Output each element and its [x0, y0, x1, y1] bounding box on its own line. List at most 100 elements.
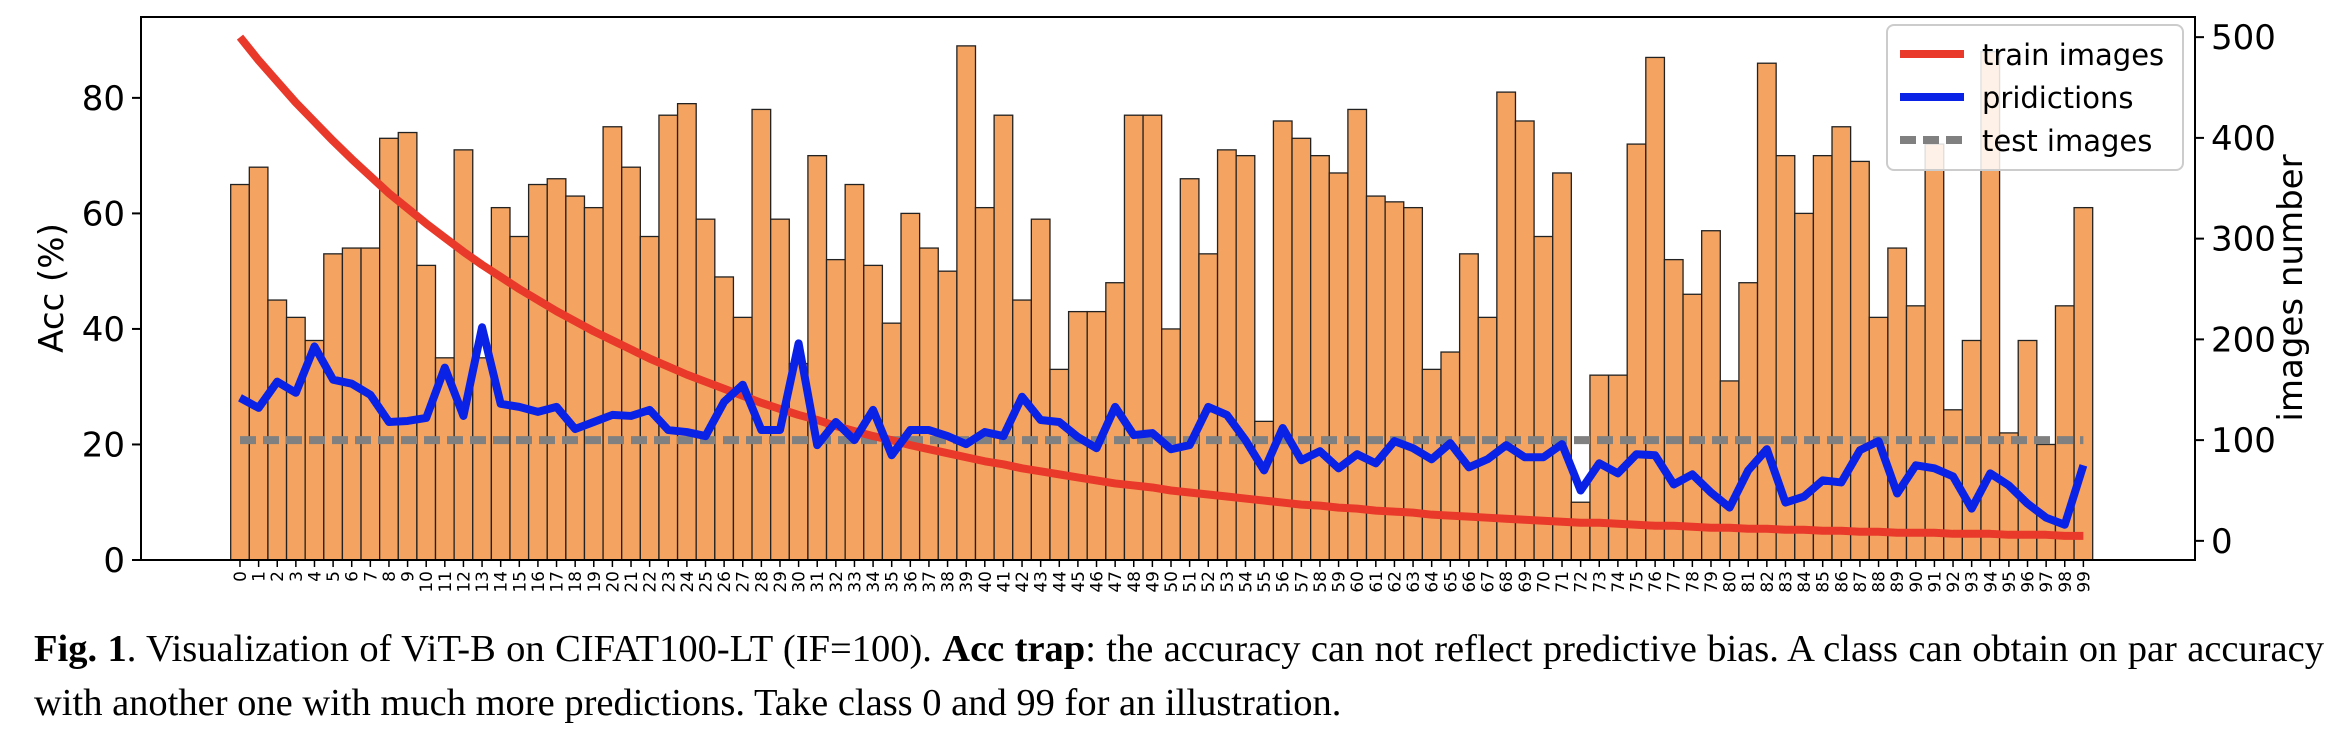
x-tick-label: 34 — [864, 571, 884, 593]
x-tick-label: 22 — [641, 571, 661, 593]
x-tick-label: 94 — [1981, 571, 2001, 593]
x-tick-label: 69 — [1516, 571, 1536, 593]
x-tick-label: 26 — [715, 571, 735, 593]
caption-fig-label: Fig. 1 — [34, 628, 127, 670]
line-pridictions — [238, 323, 2088, 529]
bar-class-81 — [1738, 282, 1759, 561]
x-tick-label: 83 — [1776, 571, 1796, 593]
bar-class-19 — [583, 206, 604, 561]
x-tick-label: 24 — [678, 571, 698, 593]
bar-class-16 — [527, 183, 548, 561]
bar-class-99 — [2073, 206, 2094, 561]
x-tick-label: 0 — [231, 571, 251, 582]
bar-class-0 — [230, 183, 250, 561]
bar-class-33 — [844, 183, 865, 561]
x-tick-label: 74 — [1609, 571, 1629, 593]
x-tick-label: 95 — [2000, 571, 2020, 593]
x-tick-label: 18 — [566, 571, 586, 593]
x-tick-label: 96 — [2019, 571, 2039, 593]
bar-class-39 — [956, 45, 977, 561]
x-tick-label: 11 — [436, 571, 456, 593]
bar-class-22 — [639, 235, 660, 561]
bar-class-78 — [1682, 293, 1703, 561]
y-tick-label: 60 — [82, 194, 125, 234]
x-tick-label: 33 — [845, 571, 865, 593]
x-tick-label: 41 — [994, 571, 1014, 593]
bar-class-72 — [1570, 501, 1591, 561]
bar-class-80 — [1719, 380, 1740, 561]
legend-box — [1886, 24, 2184, 171]
x-tick-label: 7 — [361, 571, 381, 582]
x-tick-label: 62 — [1385, 571, 1405, 593]
x-tick-label: 47 — [1106, 571, 1126, 593]
y-tick-label: 80 — [82, 79, 125, 119]
x-tick-label: 20 — [603, 571, 623, 593]
bar-class-40 — [974, 206, 995, 561]
bar-class-64 — [1421, 368, 1442, 561]
x-tick-label: 8 — [380, 571, 400, 582]
x-tick-label: 78 — [1683, 571, 1703, 593]
bar-class-1 — [248, 166, 269, 561]
caption-text-2: : the accuracy can not reflect predictiv… — [34, 628, 2324, 724]
bar-class-82 — [1756, 62, 1777, 561]
x-tick-label: 98 — [2056, 571, 2076, 593]
bar-class-61 — [1365, 195, 1386, 561]
x-tick-label: 82 — [1758, 571, 1778, 593]
x-tick-label: 54 — [1236, 571, 1256, 593]
bar-class-68 — [1496, 91, 1517, 561]
bar-class-96 — [2017, 339, 2038, 561]
x-tick-label: 75 — [1628, 571, 1648, 593]
x-tick-label: 38 — [939, 571, 959, 593]
x-tick-label: 86 — [1832, 571, 1852, 593]
bar-class-59 — [1328, 172, 1349, 561]
x-tick-label: 48 — [1125, 571, 1145, 593]
x-tick-label: 59 — [1330, 571, 1350, 593]
y2-tick-label: 0 — [2211, 522, 2233, 562]
x-tick-label: 79 — [1702, 571, 1722, 593]
bar-class-2 — [267, 299, 288, 561]
bar-class-17 — [546, 178, 567, 561]
bar-class-85 — [1812, 154, 1833, 561]
bar-class-57 — [1291, 137, 1312, 561]
y2-tick-label: 300 — [2211, 220, 2276, 260]
x-tick-label: 89 — [1888, 571, 1908, 593]
y-axis-left: 0 20 40 60 80 — [82, 79, 141, 581]
x-tick-label: 27 — [734, 571, 754, 593]
legend-label-pridictions: pridictions — [1982, 81, 2133, 115]
x-tick-label: 2 — [268, 571, 288, 582]
line-series — [236, 34, 2088, 540]
bar-class-21 — [621, 166, 641, 561]
x-tick-label: 6 — [343, 571, 363, 582]
legend: train images pridictions test images — [1886, 24, 2184, 171]
bar-class-62 — [1384, 201, 1405, 561]
bar-class-9 — [397, 131, 418, 561]
x-tick-label: 35 — [883, 571, 903, 593]
x-tick-label: 73 — [1590, 571, 1610, 593]
x-tick-label: 64 — [1423, 571, 1443, 593]
figure-caption: Fig. 1. Visualization of ViT-B on CIFAT1… — [34, 622, 2324, 730]
x-tick-label: 15 — [510, 571, 530, 593]
x-tick-label: 44 — [1050, 571, 1070, 593]
x-tick-label: 93 — [1963, 571, 1983, 593]
x-tick-label: 45 — [1069, 571, 1089, 593]
bar-class-12 — [453, 149, 474, 561]
bar-class-76 — [1645, 56, 1666, 561]
x-tick-label: 50 — [1162, 571, 1182, 593]
x-tick-label: 67 — [1479, 571, 1499, 593]
x-tick-label: 29 — [771, 571, 791, 593]
y-axis-right: 0 100 200 300 400 500 — [2195, 18, 2276, 562]
x-tick-label: 1 — [250, 571, 270, 582]
bar-class-60 — [1347, 108, 1368, 561]
x-tick-label: 72 — [1572, 571, 1592, 593]
x-tick-label: 43 — [1032, 571, 1052, 593]
bar-class-56 — [1272, 120, 1293, 561]
bar-class-41 — [993, 114, 1014, 561]
bar-class-71 — [1552, 172, 1572, 561]
x-tick-label: 66 — [1460, 571, 1480, 593]
legend-label-train-images: train images — [1982, 38, 2164, 72]
x-tick-label: 19 — [585, 571, 605, 593]
bar-class-79 — [1701, 230, 1721, 561]
x-tick-label: 21 — [622, 571, 642, 593]
bar-class-6 — [341, 247, 362, 561]
x-tick-label: 13 — [473, 571, 493, 593]
